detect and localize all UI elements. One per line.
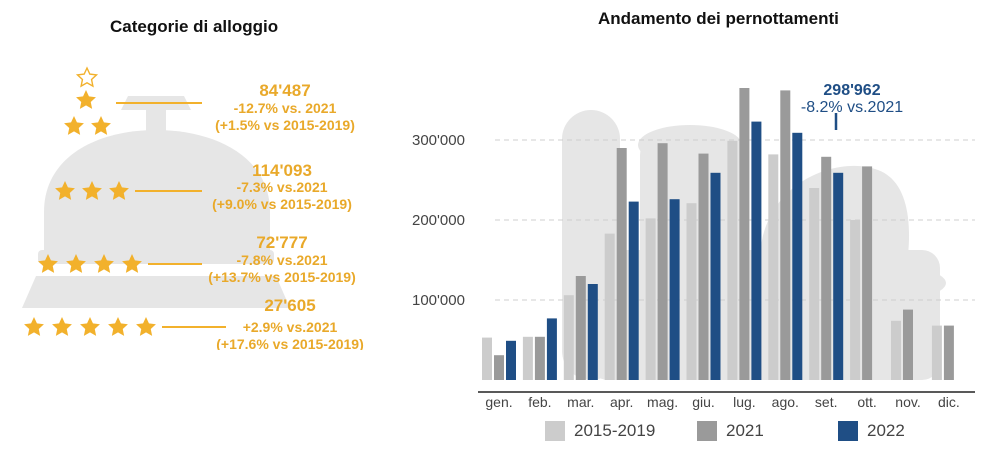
star-icon [109, 181, 129, 200]
legend-label: 2015-2019 [574, 421, 656, 440]
legend-swatch [697, 421, 717, 441]
y-tick-label: 300'000 [412, 132, 465, 149]
x-tick-label: ott. [857, 394, 876, 410]
legend-label: 2022 [867, 421, 905, 440]
star-icon [38, 254, 58, 273]
x-tick-label: mag. [647, 394, 678, 410]
star-cluster-4 [24, 317, 156, 336]
outline-star-icon [75, 66, 99, 88]
legend-item-2021: 2021 [697, 421, 764, 441]
x-tick-label: apr. [610, 394, 633, 410]
bar-2015-2019-dic [931, 325, 942, 380]
category-value: 72'777 [256, 233, 307, 252]
legend-item-2015-2019: 2015-2019 [545, 421, 655, 441]
category-change-2021: -7.8% vs.2021 [236, 252, 327, 268]
bar-2015-2019-mag [645, 218, 656, 380]
star-icon [80, 317, 100, 336]
bar-2015-2019-nov [891, 320, 901, 380]
bar-2015-2019-gen [482, 337, 492, 380]
bar-2022-set [833, 172, 844, 380]
star-cluster-1 [64, 66, 111, 135]
star-icon [66, 254, 86, 273]
bar-2022-apr [628, 201, 639, 380]
category-change-2021: -12.7% vs. 2021 [234, 100, 337, 116]
legend-label: 2021 [726, 421, 764, 440]
bar-2021-set [821, 156, 832, 380]
category-change-2015-2019: (+1.5% vs 2015-2019) [215, 117, 355, 133]
x-tick-label: ago. [772, 394, 799, 410]
legend-item-2022: 2022 [838, 421, 905, 441]
star-icon [122, 254, 142, 273]
category-change-2015-2019: (+13.7% vs 2015-2019) [208, 269, 356, 285]
bar-2022-giu [710, 172, 721, 380]
bar-2022-lug [751, 121, 762, 380]
bar-2021-ago [780, 90, 791, 381]
bar-2015-2019-ott [850, 220, 861, 380]
x-tick-label: set. [815, 394, 838, 410]
star-icon [136, 317, 156, 336]
bar-2015-2019-apr [604, 233, 615, 380]
category-value: 84'487 [259, 81, 310, 100]
bar-2022-gen [506, 340, 516, 380]
bar-2015-2019-lug [727, 140, 738, 380]
legend-swatch [838, 421, 858, 441]
annotation-value: 298'962 [823, 82, 880, 99]
x-tick-label: gen. [485, 394, 512, 410]
bar-2022-mag [669, 199, 680, 380]
bar-2021-mag [657, 143, 668, 380]
star-icon [55, 181, 75, 200]
bar-2015-2019-set [809, 188, 820, 380]
legend-swatch [545, 421, 565, 441]
x-tick-label: nov. [895, 394, 920, 410]
bar-2021-dic [943, 325, 954, 380]
bar-2022-mar [587, 284, 598, 380]
y-tick-label: 100'000 [412, 292, 465, 309]
y-tick-label: 200'000 [412, 212, 465, 229]
category-value: 114'093 [252, 161, 312, 180]
star-icon [108, 317, 128, 336]
bar-2021-nov [903, 309, 913, 380]
bar-2015-2019-mar [563, 295, 574, 380]
chart-title: Andamento dei pernottamenti [598, 9, 839, 28]
category-change-2015-2019: (+9.0% vs 2015-2019) [212, 196, 352, 212]
bar-2015-2019-giu [686, 203, 697, 380]
category-value: 27'605 [264, 296, 315, 315]
star-icon [82, 181, 102, 200]
bar-2022-feb [546, 318, 557, 380]
bar-2021-feb [534, 336, 545, 380]
bar-2015-2019-ago [768, 154, 779, 380]
category-change-2021: -7.3% vs.2021 [236, 179, 327, 195]
annotation-change: -8.2% vs.2021 [801, 99, 903, 116]
category-change-2015-2019: (+17.6% vs 2015-2019) [216, 336, 364, 350]
bar-2021-apr [616, 148, 627, 380]
star-cluster-2 [55, 181, 129, 200]
overnight-stays-chart: 100'000 200'000 300'000 gen. feb. mar. apr. mag… [412, 82, 975, 410]
bar-2022-ago [792, 132, 803, 380]
left-panel-title: Categorie di alloggio [110, 17, 279, 36]
category-change-2021: +2.9% vs.2021 [243, 319, 338, 335]
star-icon [24, 317, 44, 336]
star-icon [52, 317, 72, 336]
bar-2021-giu [698, 153, 709, 380]
star-icon [94, 254, 114, 273]
bar-2015-2019-feb [522, 336, 533, 380]
bar-2021-ott [862, 166, 873, 380]
star-cluster-3 [38, 254, 142, 273]
star-icon [76, 90, 96, 109]
star-icon [64, 116, 84, 135]
bar-2021-mar [575, 276, 586, 380]
x-tick-label: mar. [567, 394, 594, 410]
bar-2021-lug [739, 88, 750, 380]
x-tick-label: feb. [528, 394, 551, 410]
star-icon [91, 116, 111, 135]
x-tick-label: lug. [733, 394, 756, 410]
accommodation-categories-panel: 84'487 -12.7% vs. 2021 (+1.5% vs 2015-20… [22, 66, 364, 350]
bar-2021-gen [494, 355, 504, 380]
x-tick-label: giu. [692, 394, 715, 410]
x-tick-label: dic. [938, 394, 960, 410]
